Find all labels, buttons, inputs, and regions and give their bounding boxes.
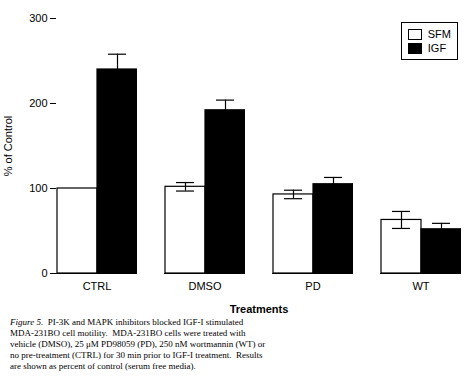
svg-text:Treatments: Treatments bbox=[230, 303, 289, 315]
html-text:IGF: IGF bbox=[427, 42, 447, 54]
svg-text:200: 200 bbox=[29, 97, 47, 109]
svg-text:CTRL: CTRL bbox=[83, 280, 112, 292]
svg-text:DMSO: DMSO bbox=[189, 280, 222, 292]
svg-text:WT: WT bbox=[412, 280, 429, 292]
html-text:SFM: SFM bbox=[427, 28, 451, 40]
svg-text:100: 100 bbox=[29, 182, 47, 194]
html-text:Figure 5. PI-3K and MAPK inhib: Figure 5. PI-3K and MAPK inhibitors bloc… bbox=[10, 317, 266, 371]
svg-text:% of Control: % of Control bbox=[2, 116, 14, 177]
svg-text:0: 0 bbox=[41, 267, 47, 279]
svg-text:PD: PD bbox=[305, 280, 320, 292]
svg-text:300: 300 bbox=[29, 12, 47, 24]
